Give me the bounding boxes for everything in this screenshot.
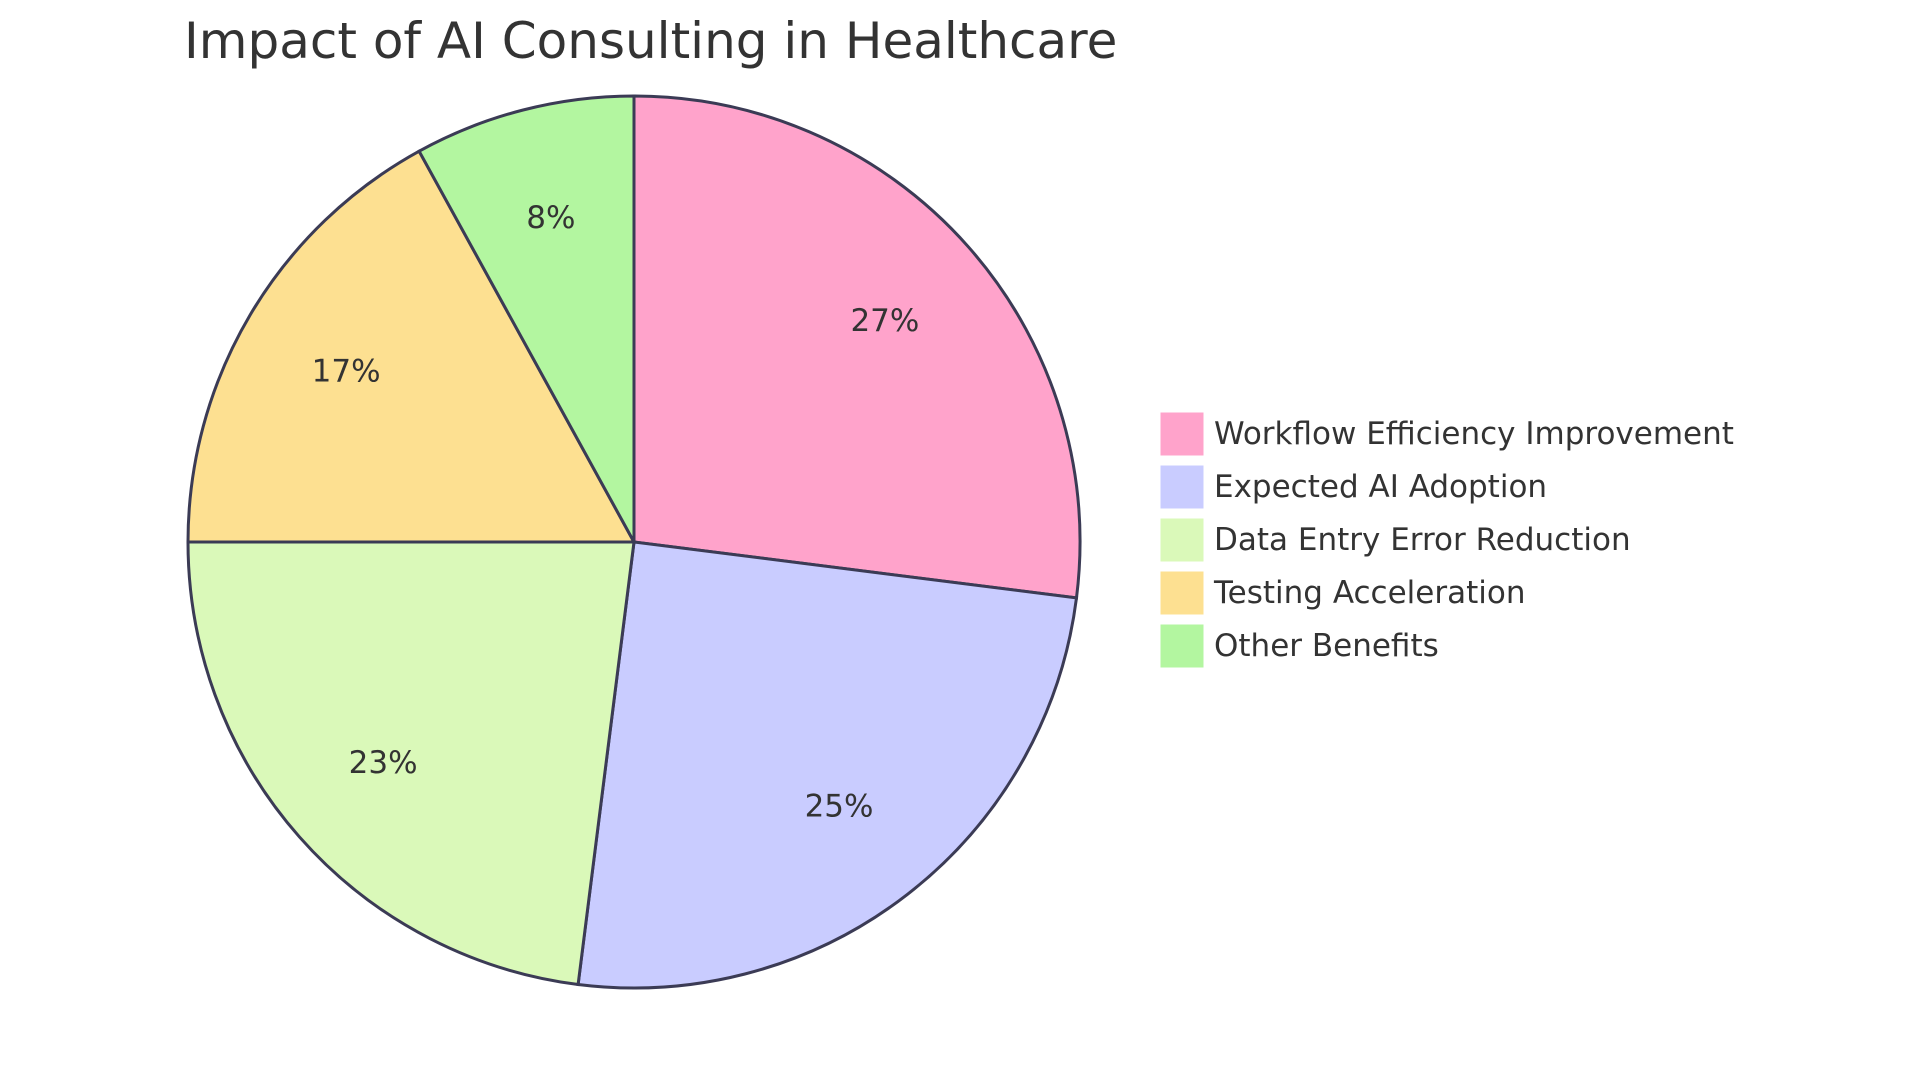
legend-swatch-expected-ai-adoption	[1159, 464, 1205, 510]
legend: Workflow Efficiency Improvement Expected …	[1159, 411, 1734, 669]
slice-label-testing-acceleration: 17%	[312, 354, 381, 390]
legend-swatch-workflow-efficiency-improvement	[1159, 411, 1205, 457]
slice-label-expected-ai-adoption: 25%	[805, 788, 874, 824]
pie-slice-data-entry-error-reduction	[186, 540, 636, 987]
slice-label-data-entry-error-reduction: 23%	[349, 745, 418, 781]
legend-item-testing-acceleration: Testing Acceleration	[1159, 570, 1525, 616]
pie-slices	[186, 94, 1082, 990]
legend-swatch-data-entry-error-reduction	[1159, 517, 1205, 563]
pie-slice-expected-ai-adoption	[576, 540, 1079, 990]
slice-labels: 27% 25% 23% 17% 8%	[312, 200, 920, 824]
legend-swatch-other-benefits	[1159, 623, 1205, 669]
pie-slice-testing-acceleration	[186, 149, 637, 544]
pie-slice-other-benefits	[417, 94, 636, 543]
pie-slice-workflow-efficiency-improvement	[632, 94, 1082, 600]
legend-label-other-benefits: Other Benefits	[1214, 628, 1439, 664]
legend-label-workflow-efficiency-improvement: Workflow Efficiency Improvement	[1214, 416, 1734, 452]
slice-label-other-benefits: 8%	[526, 200, 575, 236]
slice-label-workflow-efficiency-improvement: 27%	[850, 303, 919, 339]
legend-swatch-testing-acceleration	[1159, 570, 1205, 616]
legend-label-testing-acceleration: Testing Acceleration	[1213, 575, 1525, 611]
legend-item-data-entry-error-reduction: Data Entry Error Reduction	[1159, 517, 1631, 563]
chart-title: Impact of AI Consulting in Healthcare	[184, 12, 1117, 70]
legend-label-expected-ai-adoption: Expected AI Adoption	[1214, 469, 1547, 505]
legend-label-data-entry-error-reduction: Data Entry Error Reduction	[1214, 522, 1631, 558]
legend-item-other-benefits: Other Benefits	[1159, 623, 1439, 669]
legend-item-expected-ai-adoption: Expected AI Adoption	[1159, 464, 1547, 510]
legend-item-workflow-efficiency-improvement: Workflow Efficiency Improvement	[1159, 411, 1734, 457]
